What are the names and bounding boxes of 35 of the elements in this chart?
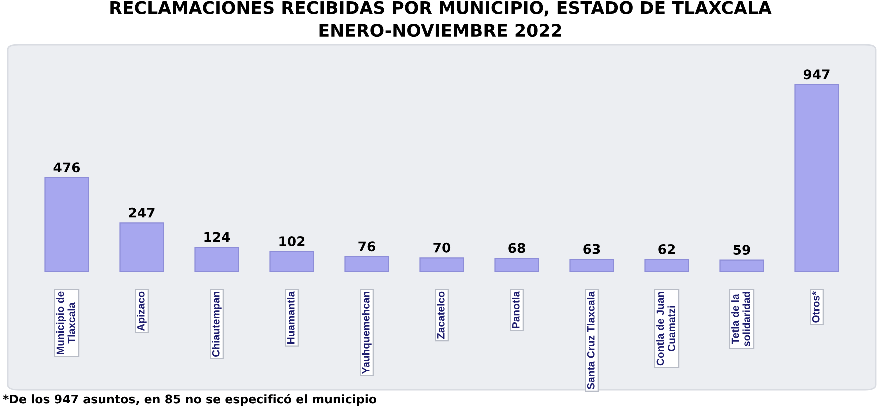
data-label: 476 xyxy=(54,162,80,173)
x-tick-label: Tetla de la solidaridad xyxy=(732,292,750,347)
data-label: 247 xyxy=(129,208,155,218)
x-tick-label: Chiautempan xyxy=(212,292,222,357)
bar xyxy=(344,256,390,272)
x-tick-label: Panotla xyxy=(512,291,520,328)
text: *De los 947 asuntos, en 85 no se especificó el municipio xyxy=(3,394,377,406)
data-label: 59 xyxy=(734,245,750,256)
x-tick-label: Zacatelco xyxy=(437,292,445,340)
bar xyxy=(420,258,464,272)
data-label: 76 xyxy=(358,242,376,252)
bar xyxy=(720,260,764,272)
data-label: 102 xyxy=(280,236,305,247)
data-label: 68 xyxy=(508,243,526,254)
chart-title: RECLAMACIONES RECIBIDAS POR MUNICIPIO, ESTADO DE TLAXCALA ENERO-NOVIEMBRE 2022 xyxy=(110,1,772,38)
bar xyxy=(194,246,240,272)
bar xyxy=(120,222,164,272)
bar xyxy=(794,84,840,272)
data-label: 70 xyxy=(434,242,451,253)
x-tick-label: Huamantla xyxy=(287,291,295,344)
data-label: 124 xyxy=(204,232,230,242)
x-tick-label: Contla de Juan Cuamatzi xyxy=(656,292,676,366)
x-tick-label: Santa Cruz Tlaxcala xyxy=(587,291,595,390)
bar xyxy=(494,258,540,272)
data-label: 947 xyxy=(804,70,830,80)
x-tick-label: Yauhquemehcan xyxy=(362,292,372,374)
x-tick-label: Apizaco xyxy=(137,292,147,332)
bar xyxy=(570,259,614,272)
data-label: 63 xyxy=(584,244,600,254)
bar xyxy=(644,259,690,272)
x-tick-label: Municipio de Tlaxcala xyxy=(56,292,76,354)
bar xyxy=(270,251,314,272)
bar xyxy=(44,177,90,272)
x-tick-label: Otros* xyxy=(812,291,820,323)
data-label: 62 xyxy=(658,244,676,254)
